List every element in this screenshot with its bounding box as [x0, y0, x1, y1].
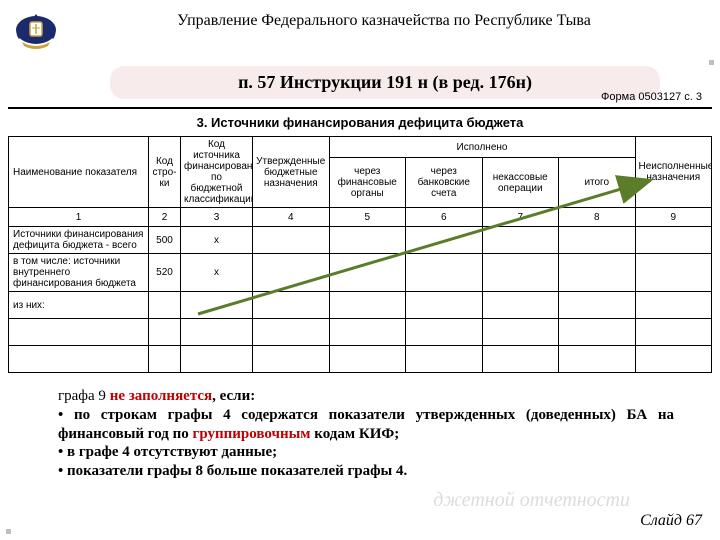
slide-number: Слайд 67	[640, 512, 702, 530]
cell: x	[181, 227, 253, 254]
cell	[181, 346, 253, 373]
form-table-zone: Форма 0503127 с. 3 3. Источники финансир…	[8, 107, 712, 373]
section-title: 3. Источники финансирования дефицита бюд…	[8, 109, 712, 136]
th-unexec: Неисполненные назначения	[635, 137, 712, 208]
colnum: 8	[559, 208, 636, 227]
cell	[559, 292, 636, 319]
cell	[329, 346, 406, 373]
corner-dot	[709, 60, 714, 65]
cell: x	[181, 254, 253, 292]
colnum: 9	[635, 208, 712, 227]
cell	[253, 254, 330, 292]
table-row: в том числе: источники внутреннего финан…	[9, 254, 712, 292]
notes-block: графа 9 не заполняется, если: • по строк…	[58, 387, 674, 481]
cell: в том числе: источники внутреннего финан…	[9, 254, 149, 292]
th-bank: через банковские счета	[406, 158, 483, 208]
cell	[406, 346, 483, 373]
cell	[9, 346, 149, 373]
cell: Источники финансирования дефицита бюджет…	[9, 227, 149, 254]
cell	[253, 292, 330, 319]
watermark-fragment: джетной отчетности	[433, 489, 630, 512]
cell	[635, 319, 712, 346]
th-approved: Утвержденные бюджетные назначения	[253, 137, 330, 208]
cell	[329, 319, 406, 346]
org-title: Управление Федерального казначейства по …	[60, 8, 708, 30]
cell	[329, 227, 406, 254]
colnum: 7	[482, 208, 559, 227]
cell	[406, 254, 483, 292]
th-name: Наименование показателя	[9, 137, 149, 208]
cell	[559, 254, 636, 292]
cell	[482, 319, 559, 346]
cell	[635, 254, 712, 292]
cell	[406, 319, 483, 346]
cell	[149, 346, 181, 373]
cell	[329, 292, 406, 319]
budget-table: Наименование показателя Код стро-ки Код …	[8, 136, 712, 373]
cell	[482, 346, 559, 373]
table-row: Источники финансирования дефицита бюджет…	[9, 227, 712, 254]
cell	[482, 292, 559, 319]
cell	[635, 227, 712, 254]
cell	[559, 227, 636, 254]
cell	[559, 346, 636, 373]
cell	[482, 227, 559, 254]
colnum: 2	[149, 208, 181, 227]
cell	[253, 319, 330, 346]
cell: 520	[149, 254, 181, 292]
instruction-subtitle: п. 57 Инструкции 191 н (в ред. 176н)	[110, 66, 660, 99]
cell	[253, 346, 330, 373]
notes-bullet-1: • по строкам графы 4 содержатся показате…	[58, 406, 674, 444]
cell	[406, 292, 483, 319]
cell	[329, 254, 406, 292]
th-exec-group: Исполнено	[329, 137, 635, 158]
cell	[9, 319, 149, 346]
cell: из них:	[9, 292, 149, 319]
cell	[181, 292, 253, 319]
th-noncash: некассовые операции	[482, 158, 559, 208]
colnum: 5	[329, 208, 406, 227]
cell	[406, 227, 483, 254]
cell	[559, 319, 636, 346]
colnum: 3	[181, 208, 253, 227]
cell	[149, 292, 181, 319]
notes-line1: графа 9 не заполняется, если:	[58, 387, 674, 406]
colnum: 4	[253, 208, 330, 227]
cell	[149, 319, 181, 346]
cell	[253, 227, 330, 254]
th-total: итого	[559, 158, 636, 208]
cell	[635, 346, 712, 373]
table-row	[9, 346, 712, 373]
corner-dot	[6, 529, 11, 534]
colnum: 6	[406, 208, 483, 227]
cell	[482, 254, 559, 292]
cell: 500	[149, 227, 181, 254]
notes-bullet-2: • в графе 4 отсутствуют данные;	[58, 443, 674, 462]
th-cls: Код источника финансирования по бюджетно…	[181, 137, 253, 208]
th-code: Код стро-ки	[149, 137, 181, 208]
treasury-emblem	[12, 8, 60, 56]
th-finorg: через финансовые органы	[329, 158, 406, 208]
form-code: Форма 0503127 с. 3	[601, 91, 702, 103]
colnum: 1	[9, 208, 149, 227]
notes-bullet-3: • показатели графы 8 больше показателей …	[58, 462, 674, 481]
table-row: из них:	[9, 292, 712, 319]
cell	[181, 319, 253, 346]
cell	[635, 292, 712, 319]
table-row	[9, 319, 712, 346]
